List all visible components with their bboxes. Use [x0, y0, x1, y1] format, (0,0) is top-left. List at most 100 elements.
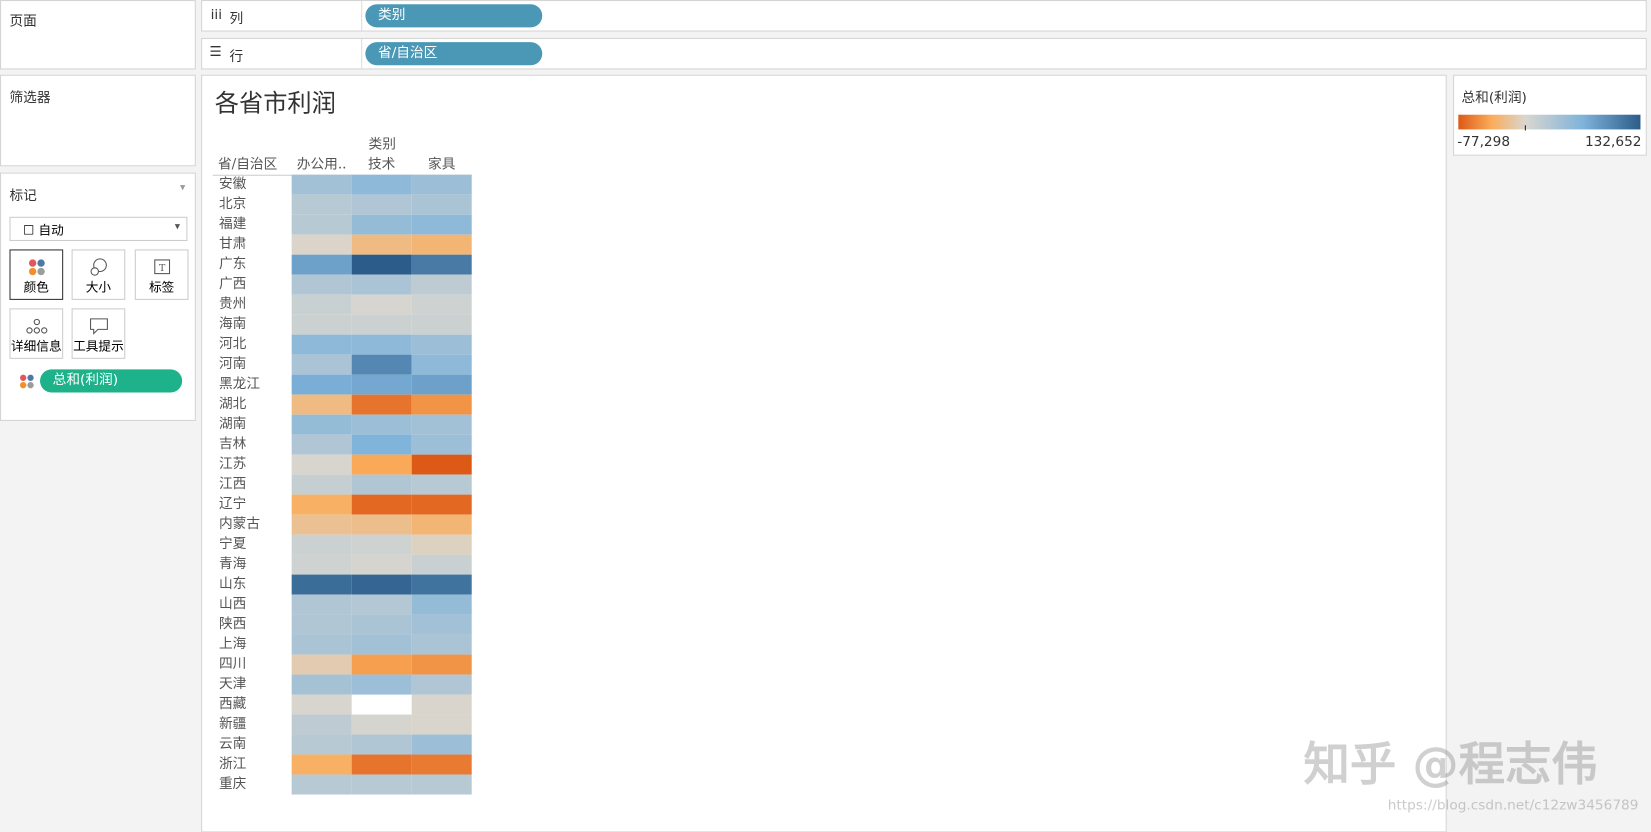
- heat-cell: [351, 314, 412, 335]
- heat-cell: [411, 194, 472, 215]
- heat-cell: [411, 254, 472, 275]
- row-label: 吉林: [219, 436, 247, 452]
- heat-cell: [351, 454, 412, 475]
- row-label: 新疆: [219, 716, 247, 732]
- chart-title: 各省市利润: [215, 90, 336, 118]
- heat-cell: [411, 514, 472, 535]
- heat-cell: [411, 374, 472, 395]
- row-label: 广东: [219, 256, 246, 272]
- heat-cell: [351, 234, 412, 255]
- tooltip-button[interactable]: 工具提示: [71, 308, 126, 359]
- columns-icon: iii: [210, 7, 223, 24]
- rows-icon: ☰: [209, 44, 222, 60]
- column-header: 办公用..: [297, 157, 347, 173]
- row-label: 河北: [219, 336, 247, 352]
- color-button[interactable]: 颜色: [9, 249, 64, 300]
- row-label: 云南: [219, 736, 246, 752]
- heat-cell: [291, 454, 352, 475]
- heat-cell: [411, 314, 472, 335]
- rows-shelf[interactable]: ☰ 行 省/自治区: [201, 37, 1647, 70]
- heat-cell: [411, 754, 472, 775]
- rows-label: 行: [229, 49, 244, 66]
- row-label: 河南: [219, 356, 246, 372]
- heat-cell: [291, 734, 352, 755]
- size-button[interactable]: 大小: [71, 249, 126, 300]
- heat-cell: [291, 494, 352, 515]
- heat-cell: [411, 174, 472, 195]
- pages-panel: 页面: [0, 0, 196, 70]
- heat-cell: [291, 534, 352, 555]
- heat-cell: [411, 334, 472, 355]
- heat-cell: [291, 634, 352, 655]
- row-label: 西藏: [219, 696, 247, 712]
- heat-cell: [291, 674, 352, 695]
- row-label: 北京: [219, 196, 246, 212]
- heat-cell: [351, 354, 412, 375]
- heat-cell: [291, 374, 352, 395]
- heat-cell: [351, 494, 412, 515]
- heat-cell: [351, 594, 412, 615]
- heat-cell: [351, 534, 412, 555]
- heat-cell: [351, 614, 412, 635]
- heat-cell: [291, 334, 352, 355]
- heat-cell: [351, 754, 412, 775]
- heat-cell: [291, 174, 352, 195]
- heat-cell: [351, 554, 412, 575]
- heat-cell: [291, 554, 352, 575]
- marks-pill[interactable]: 总和(利润): [40, 369, 183, 393]
- marks-panel: 标记 ▾ ☐ 自动 ▾ 颜色 大小 T 标签 详细信息 工具提示 总和(利润): [0, 172, 196, 421]
- column-header: 家具: [428, 156, 456, 173]
- detail-button[interactable]: 详细信息: [9, 308, 64, 359]
- heat-cell: [411, 414, 472, 435]
- heat-cell: [351, 254, 412, 275]
- mark-type-dropdown[interactable]: ☐ 自动 ▾: [9, 216, 188, 241]
- heat-cell: [351, 654, 412, 675]
- columns-pill[interactable]: 类别: [365, 4, 543, 28]
- rows-pill[interactable]: 省/自治区: [365, 42, 543, 66]
- heat-cell: [351, 214, 412, 235]
- heat-cell: [351, 274, 412, 295]
- heat-cell: [351, 394, 412, 415]
- row-label: 安徽: [219, 176, 247, 192]
- label-button[interactable]: T 标签: [134, 249, 189, 300]
- heat-cell: [351, 294, 412, 315]
- heat-cell: [291, 774, 352, 795]
- heat-cell: [411, 594, 472, 615]
- columns-shelf[interactable]: iii 列 类别: [201, 0, 1647, 32]
- row-label: 重庆: [219, 776, 247, 792]
- heat-cell: [291, 654, 352, 675]
- heat-cell: [411, 554, 472, 575]
- heat-cell: [411, 674, 472, 695]
- heat-cell: [291, 754, 352, 775]
- heat-cell: [291, 514, 352, 535]
- heat-cell: [351, 174, 412, 195]
- heat-cell: [351, 514, 412, 535]
- row-label: 浙江: [219, 756, 247, 772]
- heat-cell: [351, 194, 412, 215]
- row-label: 内蒙古: [219, 516, 260, 532]
- heat-cell: [411, 474, 472, 495]
- heat-cell: [351, 414, 412, 435]
- button-label: 详细信息: [11, 338, 62, 354]
- heat-cell: [291, 574, 352, 595]
- heat-cell: [411, 394, 472, 415]
- heat-cell: [351, 734, 412, 755]
- columns-label: 列: [229, 11, 244, 28]
- heat-cell: [411, 714, 472, 735]
- heat-cell: [351, 334, 412, 355]
- heat-cell: [411, 214, 472, 235]
- row-label: 山西: [219, 596, 246, 612]
- row-label: 上海: [219, 636, 247, 652]
- heat-cell: [411, 734, 472, 755]
- heat-cell: [351, 434, 412, 455]
- row-label: 黑龙江: [219, 376, 260, 392]
- row-label: 山东: [219, 576, 246, 592]
- legend-gradient: [1458, 114, 1641, 130]
- row-label: 湖南: [219, 416, 246, 432]
- heat-cell: [291, 594, 352, 615]
- watermark: 知乎 @程志伟: [1303, 737, 1598, 792]
- heat-cell: [411, 434, 472, 455]
- heat-cell: [411, 634, 472, 655]
- row-label: 辽宁: [219, 495, 246, 512]
